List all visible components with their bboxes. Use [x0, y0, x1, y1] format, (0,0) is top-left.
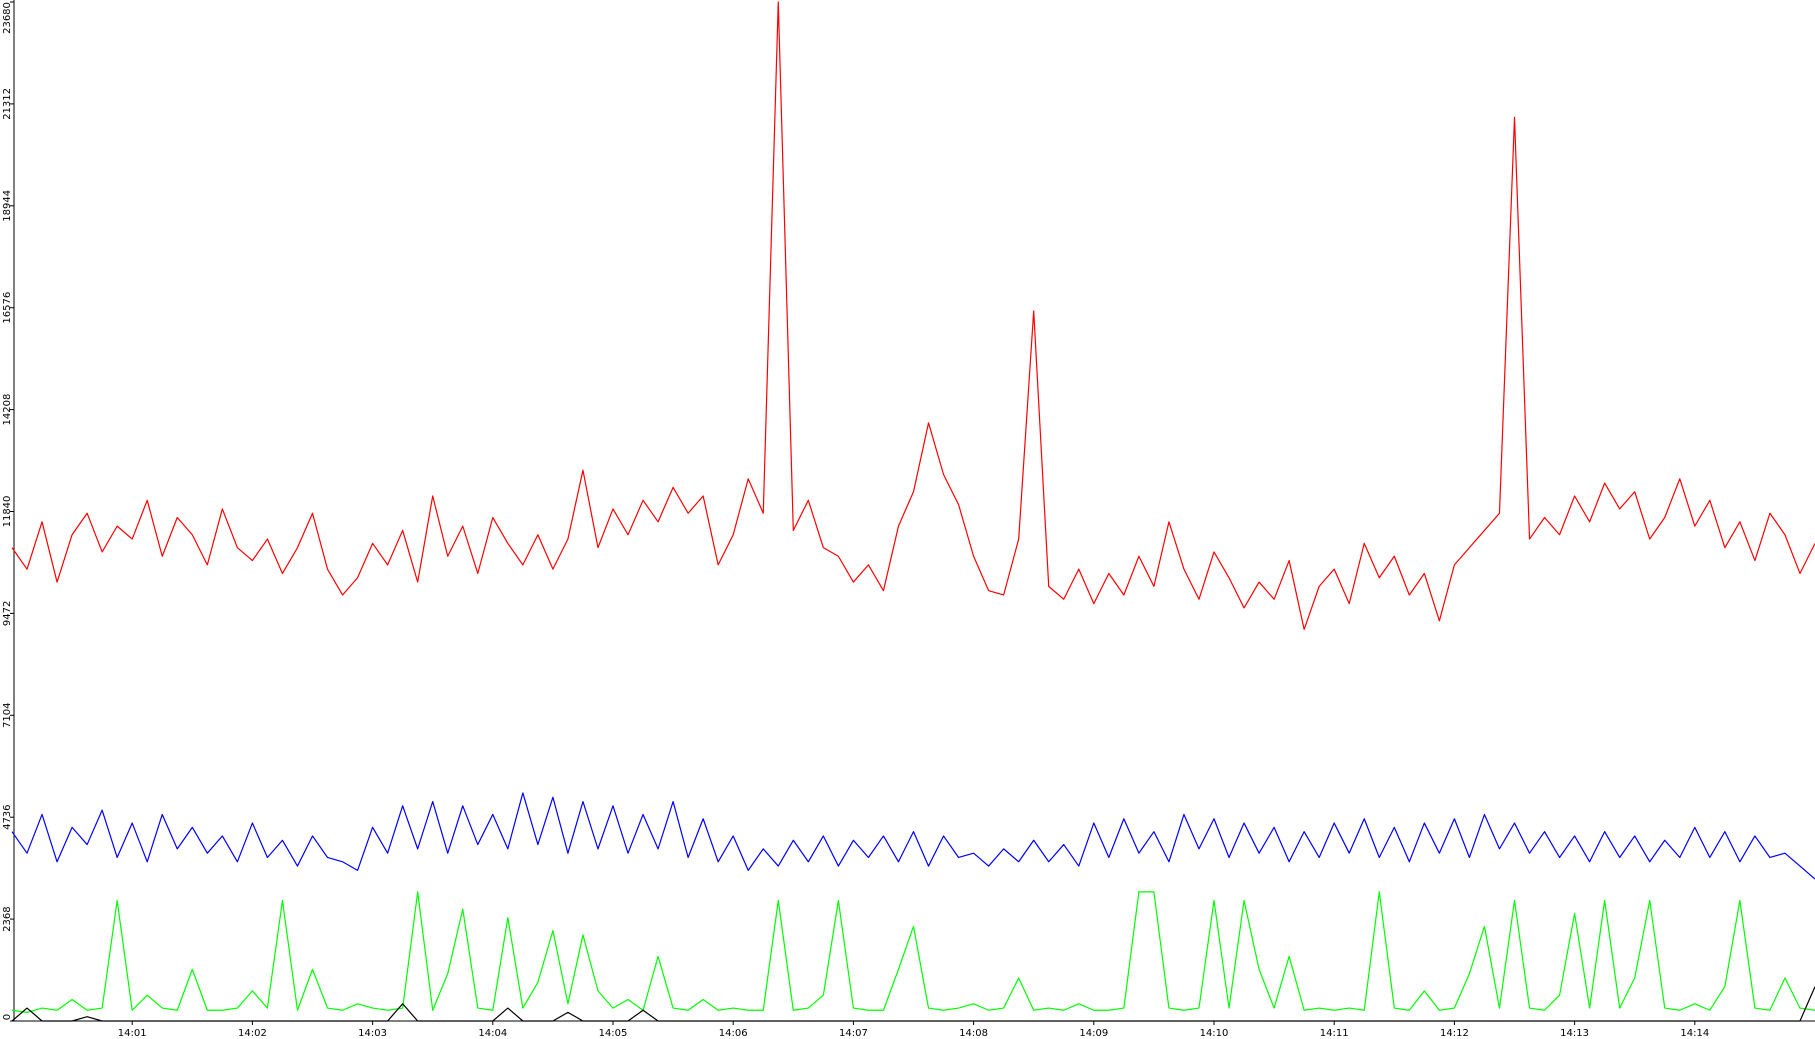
series-line: [11, 1, 1815, 631]
x-tick-label: 14:04: [478, 1028, 507, 1039]
x-tick-label: 14:14: [1680, 1028, 1709, 1039]
y-tick-label: 4736: [2, 804, 13, 829]
series-line: [11, 891, 1815, 1013]
y-tick-label: 9472: [2, 601, 13, 626]
y-tick-label: 7104: [2, 703, 13, 728]
y-tick-label: 16576: [2, 292, 13, 324]
y-tick-label: 2368: [2, 906, 13, 931]
x-tick-label: 14:01: [118, 1028, 147, 1039]
x-tick-label: 14:08: [959, 1028, 988, 1039]
x-tick-label: 14:05: [599, 1028, 628, 1039]
series-line: [11, 792, 1815, 880]
x-tick-label: 14:07: [839, 1028, 868, 1039]
x-tick-label: 14:11: [1320, 1028, 1349, 1039]
y-tick-label: 14208: [2, 394, 13, 426]
y-tick-label: 21312: [2, 88, 13, 120]
y-tick-label: 18944: [2, 190, 13, 222]
x-tick-label: 14:02: [238, 1028, 267, 1039]
x-tick-label: 14:13: [1560, 1028, 1589, 1039]
x-tick-label: 14:03: [358, 1028, 387, 1039]
x-tick-label: 14:10: [1200, 1028, 1229, 1039]
x-tick-label: 14:09: [1079, 1028, 1108, 1039]
x-tick-label: 14:06: [719, 1028, 748, 1039]
x-tick-label: 14:12: [1440, 1028, 1469, 1039]
y-tick-label: 0: [2, 1014, 13, 1020]
y-tick-label: 23680: [2, 2, 13, 34]
y-tick-label: 11840: [2, 496, 13, 528]
series-line: [11, 986, 1815, 1022]
